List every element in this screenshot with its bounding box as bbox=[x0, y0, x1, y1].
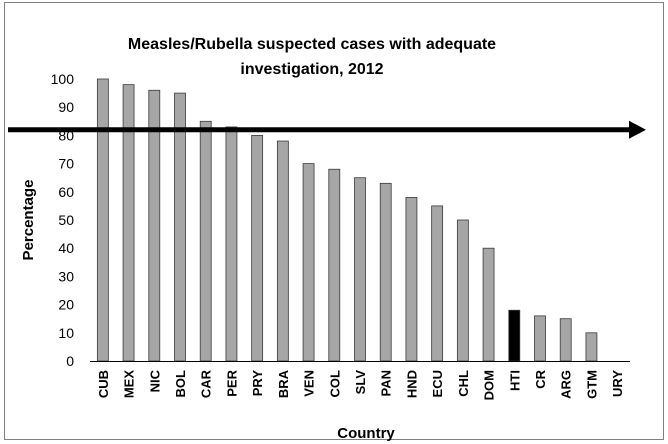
bars bbox=[96, 78, 598, 362]
y-tick-label: 90 bbox=[58, 99, 74, 115]
x-tick-label-pry: PRY bbox=[250, 370, 265, 397]
y-tick-label: 50 bbox=[58, 212, 74, 228]
y-tick-label: 40 bbox=[58, 240, 74, 256]
chart-title-line-1: Measles/Rubella suspected cases with ade… bbox=[128, 36, 496, 53]
x-tick-label-gtm: GTM bbox=[584, 370, 599, 399]
y-tick-label: 0 bbox=[66, 353, 74, 369]
x-tick-label-arg: ARG bbox=[559, 370, 574, 399]
y-tick-label: 100 bbox=[51, 71, 75, 87]
bar-bra bbox=[276, 140, 289, 362]
bar-cr bbox=[534, 315, 546, 362]
bar-car bbox=[199, 120, 212, 362]
x-tick-label-pan: PAN bbox=[379, 370, 394, 396]
x-tick-label-per: PER bbox=[224, 369, 239, 396]
x-tick-label-ury: URY bbox=[610, 370, 625, 397]
x-tick-label-car: CAR bbox=[199, 369, 214, 398]
reference-arrow-head bbox=[629, 120, 646, 139]
bar-hti bbox=[508, 309, 521, 362]
x-tick-label-hti: HTI bbox=[507, 370, 522, 391]
y-tick-label: 20 bbox=[58, 297, 74, 313]
bar-ven bbox=[302, 163, 315, 362]
y-axis-title: Percentage bbox=[20, 180, 37, 261]
x-tick-label-mex: MEX bbox=[122, 370, 137, 399]
bar-per bbox=[225, 126, 238, 362]
bar-bol bbox=[174, 92, 186, 362]
x-tick-label-hnd: HND bbox=[404, 370, 419, 398]
x-tick-label-col: COL bbox=[327, 370, 342, 398]
bar-slv bbox=[354, 177, 366, 362]
x-tick-label-cr: CR bbox=[533, 369, 548, 388]
y-tick-label: 70 bbox=[58, 156, 74, 172]
bar-cub bbox=[96, 78, 109, 362]
bar-arg bbox=[559, 318, 572, 362]
x-tick-label-ven: VEN bbox=[302, 370, 317, 397]
bar-col bbox=[328, 168, 341, 362]
bar-dom bbox=[482, 247, 495, 362]
bar-gtm bbox=[585, 332, 598, 362]
y-tick-label: 60 bbox=[58, 184, 74, 200]
x-tick-label-slv: SLV bbox=[353, 370, 368, 395]
reference-line bbox=[8, 120, 646, 139]
x-tick-label-nic: NIC bbox=[147, 369, 162, 392]
x-axis-labels: CUB MEX NIC BOL CAR PER PRY BRA VEN COL SLV PAN HND E… bbox=[96, 369, 625, 400]
x-tick-label-dom: DOM bbox=[482, 370, 497, 400]
x-tick-label-cub: CUB bbox=[96, 370, 111, 398]
x-tick-label-bol: BOL bbox=[173, 370, 188, 398]
bar-mex bbox=[122, 84, 135, 362]
bar-pan bbox=[379, 182, 392, 362]
bar-hnd bbox=[405, 197, 418, 362]
bar-ecu bbox=[431, 205, 444, 362]
chart-title-line-2: investigation, 2012 bbox=[240, 61, 383, 78]
y-tick-label: 30 bbox=[58, 268, 74, 284]
y-tick-label: 10 bbox=[58, 325, 74, 341]
x-axis-title: Country bbox=[337, 425, 395, 442]
bar-chl bbox=[456, 219, 469, 362]
x-tick-label-chl: CHL bbox=[456, 370, 471, 397]
x-tick-label-bra: BRA bbox=[276, 369, 291, 398]
bar-pry bbox=[251, 134, 264, 362]
x-tick-label-ecu: ECU bbox=[430, 370, 445, 397]
